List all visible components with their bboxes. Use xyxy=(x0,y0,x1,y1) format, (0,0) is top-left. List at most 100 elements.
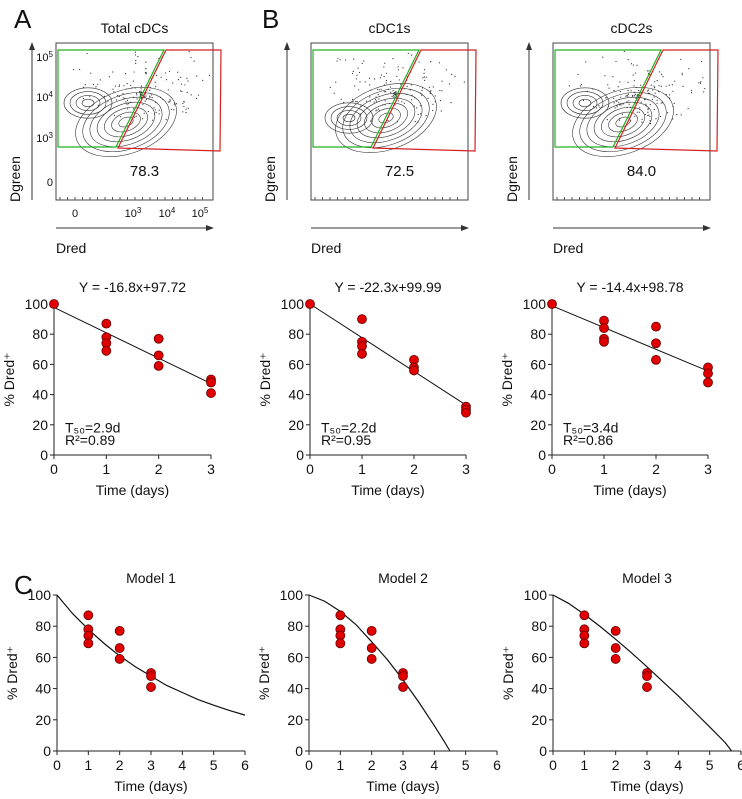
event-dot xyxy=(126,103,128,105)
x-tick-label: 2 xyxy=(155,461,163,477)
event-dot xyxy=(147,110,149,113)
y-tick-label: 60 xyxy=(35,649,51,665)
x-tick-label: 3 xyxy=(643,757,651,773)
event-dot xyxy=(197,94,200,96)
event-dot xyxy=(632,74,634,76)
data-point xyxy=(83,610,94,621)
event-dot xyxy=(164,72,167,74)
event-dot xyxy=(169,100,171,102)
event-dot xyxy=(417,113,419,115)
y-tick-label: 60 xyxy=(288,356,304,372)
event-dot xyxy=(185,108,187,110)
event-dot xyxy=(639,107,641,109)
tick-base: 10 xyxy=(192,208,204,220)
event-dot xyxy=(356,74,358,76)
y-tick-label: 20 xyxy=(287,712,303,728)
event-dot xyxy=(112,88,114,90)
event-dot xyxy=(699,82,702,84)
event-dot xyxy=(113,91,115,93)
event-dot xyxy=(635,97,637,99)
data-point xyxy=(461,407,471,418)
event-dot xyxy=(617,86,619,88)
tick-exp: 4 xyxy=(49,90,54,99)
event-dot xyxy=(179,90,182,92)
x-tick-label: 1 xyxy=(336,757,344,773)
event-dot xyxy=(368,77,371,80)
tick-exp: 3 xyxy=(137,206,142,215)
event-dot xyxy=(585,61,587,63)
red-gate xyxy=(614,49,719,152)
event-dot xyxy=(185,111,187,114)
x-tick-label: 3 xyxy=(399,757,407,773)
contour xyxy=(118,116,134,128)
chart-panel: 0 1 2 3 0 20 40 60 80 100 Time (days) % Dred⁺ Y = -2… xyxy=(257,279,471,498)
y-tick-label: 20 xyxy=(288,417,304,433)
x-tick-label: 5 xyxy=(462,757,470,773)
event-dot xyxy=(641,118,643,120)
event-dot xyxy=(401,101,403,103)
event-dot xyxy=(115,99,118,101)
event-dot xyxy=(183,105,185,108)
event-dot xyxy=(385,82,387,84)
flow-plot: cDC1s Dred Dgreen 72.5 xyxy=(262,20,477,256)
event-dot xyxy=(173,104,175,106)
event-dot xyxy=(384,91,387,93)
event-dot xyxy=(627,58,629,61)
y-axis-label: % Dred⁺ xyxy=(500,646,516,700)
data-point xyxy=(153,361,164,371)
x-tick-label: 1 xyxy=(84,757,92,773)
event-dot xyxy=(369,120,372,122)
event-dot xyxy=(95,86,97,88)
event-dot xyxy=(632,64,634,66)
event-dot xyxy=(118,84,121,86)
event-dot xyxy=(149,96,151,98)
tick-exp: 3 xyxy=(49,131,54,140)
y-tick-label: 100 xyxy=(28,587,52,603)
tick-base: 10 xyxy=(125,208,137,220)
event-dot xyxy=(124,72,127,75)
event-dot xyxy=(636,64,638,66)
event-dot xyxy=(135,92,138,94)
event-dot xyxy=(378,89,380,91)
event-dot xyxy=(154,81,156,83)
event-dot xyxy=(634,93,636,95)
event-dot xyxy=(604,75,606,77)
event-dot xyxy=(183,101,185,103)
x-tick-label: 0 xyxy=(53,757,61,773)
y-tick-label: 0 xyxy=(47,177,53,189)
x-axis-label: Time (days) xyxy=(610,778,683,794)
x-tick-label: 2 xyxy=(368,757,376,773)
event-dot xyxy=(376,88,379,90)
event-dot xyxy=(430,90,432,92)
event-dot xyxy=(665,85,667,87)
y-tick-label: 104 xyxy=(36,90,53,104)
y-axis-label: % Dred⁺ xyxy=(4,646,20,700)
x-tick-label: 104 xyxy=(159,206,176,220)
contour xyxy=(342,88,430,148)
flow-title: Total cDCs xyxy=(101,20,169,36)
r2-annotation: R²=0.89 xyxy=(65,432,115,448)
event-dot xyxy=(395,91,397,93)
contour xyxy=(75,95,101,111)
event-dot xyxy=(621,113,624,115)
event-dot xyxy=(190,56,192,59)
x-axis-label: Dred xyxy=(56,240,86,256)
event-dot xyxy=(620,96,622,98)
event-dot xyxy=(630,63,633,65)
event-dot xyxy=(668,84,670,86)
event-dot xyxy=(430,60,432,63)
x-tick-label: 2 xyxy=(116,757,124,773)
event-dot xyxy=(351,72,354,75)
event-dot xyxy=(154,109,156,111)
event-dot xyxy=(383,76,385,78)
green-gate xyxy=(57,49,165,148)
event-dot xyxy=(688,68,690,70)
gate-percentage: 78.3 xyxy=(130,163,159,180)
data-point xyxy=(366,625,377,636)
event-dot xyxy=(448,83,451,85)
regression-line xyxy=(53,306,212,384)
event-dot xyxy=(173,109,175,111)
event-dot xyxy=(86,52,88,55)
